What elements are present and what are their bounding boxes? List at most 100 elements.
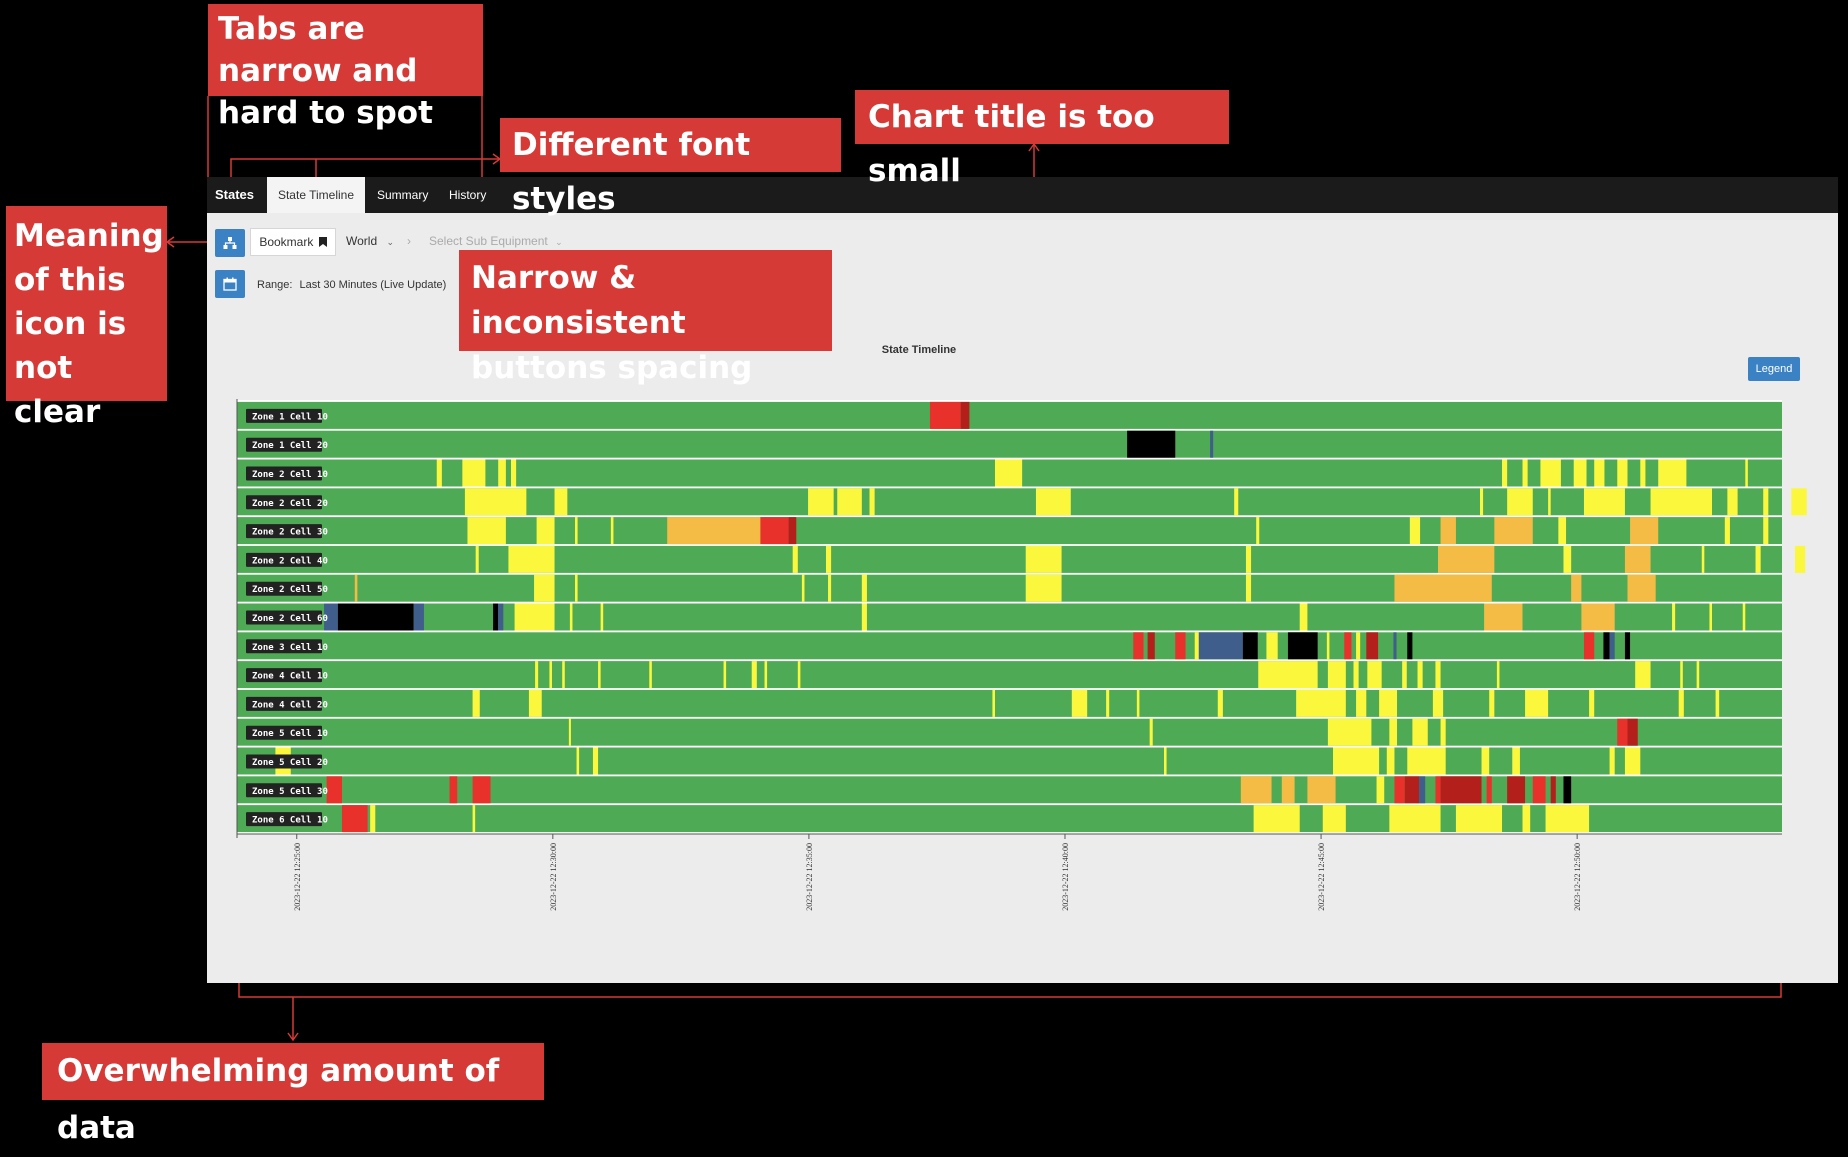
row-label: Zone 2 Cell 40: [252, 556, 328, 566]
state-segment: [528, 689, 542, 717]
state-segment: [472, 805, 476, 833]
row-label-background: [246, 437, 322, 452]
tab-state-timeline[interactable]: State Timeline: [267, 177, 365, 213]
state-segment: [861, 603, 867, 631]
state-segment: [598, 661, 601, 689]
state-segment: [341, 805, 368, 833]
world-label: World: [346, 234, 378, 248]
state-segment: [1256, 517, 1260, 545]
tab-history[interactable]: History: [449, 188, 487, 202]
state-segment: [472, 776, 491, 804]
state-segment: [1624, 632, 1631, 660]
state-segment: [1571, 574, 1582, 602]
world-selector[interactable]: World ⌄: [346, 228, 394, 254]
state-segment: [1724, 517, 1730, 545]
state-segment: [1701, 545, 1705, 573]
state-segment: [1486, 776, 1492, 804]
state-segment: [1253, 805, 1300, 833]
state-segment: [1394, 776, 1405, 804]
state-segment: [467, 517, 506, 545]
state-segment: [828, 574, 832, 602]
state-segment: [1594, 459, 1605, 487]
state-segment: [1035, 488, 1071, 516]
chart-title: State Timeline: [881, 344, 957, 356]
state-segment: [1432, 689, 1444, 717]
hierarchy-button[interactable]: [215, 229, 245, 257]
state-segment: [1583, 632, 1595, 660]
state-segment: [1745, 459, 1748, 487]
state-segment: [1136, 689, 1140, 717]
state-segment: [1327, 661, 1346, 689]
row-label-background: [246, 783, 322, 798]
state-segment: [1175, 632, 1186, 660]
row-label: Zone 2 Cell 60: [252, 614, 328, 624]
state-segment: [1322, 805, 1346, 833]
state-segment: [1281, 776, 1295, 804]
state-segment: [1217, 689, 1223, 717]
x-tick-label: 2023-12-22 12:30:00: [549, 843, 558, 911]
state-segment: [449, 776, 458, 804]
state-segment: [992, 689, 995, 717]
state-segment: [1393, 632, 1397, 660]
state-segment: [498, 459, 506, 487]
state-segment: [1435, 661, 1441, 689]
state-segment: [493, 603, 499, 631]
state-segment: [1512, 747, 1520, 775]
state-segment: [575, 517, 578, 545]
legend-button[interactable]: Legend: [1748, 357, 1800, 381]
row-label-background: [246, 725, 322, 740]
state-segment: [413, 603, 424, 631]
row-bar: [237, 574, 1782, 602]
state-segment: [1356, 689, 1367, 717]
state-segment: [592, 747, 599, 775]
state-segment: [1164, 747, 1167, 775]
x-tick-label: 2023-12-22 12:25:00: [293, 843, 302, 911]
chevron-down-icon: ⌄: [386, 237, 395, 247]
row-label: Zone 3 Cell 10: [252, 643, 328, 653]
row-label-background: [246, 696, 322, 711]
state-segment: [1581, 603, 1615, 631]
chevron-down-icon: ⌄: [555, 237, 563, 247]
state-segment: [1455, 805, 1503, 833]
state-segment: [1296, 689, 1346, 717]
tab-summary[interactable]: Summary: [377, 188, 429, 202]
row-bar: [237, 401, 1782, 429]
state-segment: [575, 574, 578, 602]
state-segment: [861, 574, 867, 602]
state-segment: [569, 603, 573, 631]
state-segment: [1522, 459, 1528, 487]
state-segment: [1440, 776, 1482, 804]
row-label: Zone 6 Cell 10: [252, 816, 328, 826]
state-segment: [1481, 747, 1490, 775]
state-segment: [1366, 632, 1379, 660]
state-segment: [1680, 661, 1683, 689]
row-label: Zone 2 Cell 50: [252, 585, 328, 595]
sub-equipment-selector[interactable]: Select Sub Equipment ⌄: [429, 228, 563, 254]
state-segment: [1234, 488, 1239, 516]
state-segment: [1484, 603, 1523, 631]
row-label: Zone 5 Cell 30: [252, 787, 328, 797]
state-segment: [1402, 661, 1407, 689]
state-segment: [760, 517, 789, 545]
state-segment: [536, 517, 555, 545]
row-label-background: [246, 812, 322, 827]
state-segment: [1494, 517, 1533, 545]
state-segment: [649, 661, 652, 689]
state-segment: [1709, 603, 1713, 631]
row-bar: [237, 718, 1782, 746]
state-segment: [562, 661, 565, 689]
state-segment: [514, 603, 555, 631]
breadcrumb-separator: ›: [407, 234, 411, 248]
state-segment: [1624, 545, 1651, 573]
state-segment: [1496, 661, 1500, 689]
state-segment: [1583, 488, 1625, 516]
state-segment: [1266, 632, 1278, 660]
state-segment: [568, 718, 571, 746]
bookmark-button[interactable]: Bookmark: [250, 228, 336, 256]
state-segment: [1133, 632, 1144, 660]
state-segment: [1755, 545, 1761, 573]
state-segment: [929, 401, 961, 429]
state-segment: [498, 603, 504, 631]
date-range-button[interactable]: [215, 270, 245, 298]
state-segment: [1479, 488, 1484, 516]
